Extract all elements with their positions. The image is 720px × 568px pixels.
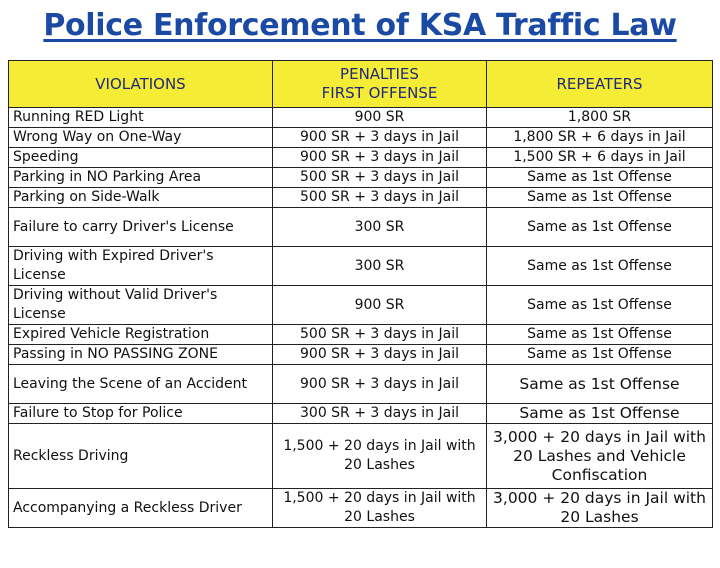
repeater-cell: Same as 1st Offense bbox=[486, 403, 713, 424]
table-row: Speeding 900 SR + 3 days in Jail 1,500 S… bbox=[8, 147, 713, 168]
penalty-cell: 500 SR + 3 days in Jail bbox=[272, 187, 487, 208]
repeater-cell: Same as 1st Offense bbox=[486, 344, 713, 365]
violation-cell: Parking in NO Parking Area bbox=[8, 167, 273, 188]
repeater-cell: 3,000 + 20 days in Jail with 20 Lashes a… bbox=[486, 423, 713, 489]
repeater-cell: Same as 1st Offense bbox=[486, 324, 713, 345]
violation-cell: Accompanying a Reckless Driver bbox=[8, 488, 273, 528]
penalty-cell: 900 SR + 3 days in Jail bbox=[272, 364, 487, 404]
penalty-cell: 1,500 + 20 days in Jail with 20 Lashes bbox=[272, 488, 487, 528]
table-row: Parking on Side-Walk 500 SR + 3 days in … bbox=[8, 187, 713, 208]
header-penalties-line2: FIRST OFFENSE bbox=[321, 84, 438, 102]
traffic-law-table: VIOLATIONS PENALTIES FIRST OFFENSE REPEA… bbox=[8, 60, 713, 528]
penalty-cell: 300 SR bbox=[272, 207, 487, 247]
violation-cell: Passing in NO PASSING ZONE bbox=[8, 344, 273, 365]
table-row: Wrong Way on One-Way 900 SR + 3 days in … bbox=[8, 127, 713, 148]
table-row: Parking in NO Parking Area 500 SR + 3 da… bbox=[8, 167, 713, 188]
repeater-cell: Same as 1st Offense bbox=[486, 364, 713, 404]
violation-cell: Driving without Valid Driver's License bbox=[8, 285, 273, 325]
violation-cell: Parking on Side-Walk bbox=[8, 187, 273, 208]
violation-cell: Speeding bbox=[8, 147, 273, 168]
table-header-row: VIOLATIONS PENALTIES FIRST OFFENSE REPEA… bbox=[8, 60, 713, 108]
penalty-cell: 900 SR bbox=[272, 285, 487, 325]
repeater-cell: 1,800 SR + 6 days in Jail bbox=[486, 127, 713, 148]
penalty-cell: 300 SR bbox=[272, 246, 487, 286]
table-row: Leaving the Scene of an Accident 900 SR … bbox=[8, 364, 713, 404]
repeater-cell: Same as 1st Offense bbox=[486, 207, 713, 247]
penalty-cell: 500 SR + 3 days in Jail bbox=[272, 324, 487, 345]
table-row: Running RED Light 900 SR 1,800 SR bbox=[8, 107, 713, 128]
header-violations: VIOLATIONS bbox=[8, 60, 273, 108]
violation-cell: Wrong Way on One-Way bbox=[8, 127, 273, 148]
penalty-cell: 500 SR + 3 days in Jail bbox=[272, 167, 487, 188]
penalty-cell: 900 SR + 3 days in Jail bbox=[272, 147, 487, 168]
repeater-cell: 1,800 SR bbox=[486, 107, 713, 128]
repeater-cell: 3,000 + 20 days in Jail with 20 Lashes bbox=[486, 488, 713, 528]
repeater-cell: Same as 1st Offense bbox=[486, 187, 713, 208]
header-penalties: PENALTIES FIRST OFFENSE bbox=[272, 60, 487, 108]
repeater-cell: Same as 1st Offense bbox=[486, 285, 713, 325]
penalty-cell: 900 SR bbox=[272, 107, 487, 128]
table-row: Driving with Expired Driver's License 30… bbox=[8, 246, 713, 286]
table-row: Reckless Driving 1,500 + 20 days in Jail… bbox=[8, 423, 713, 489]
penalty-cell: 900 SR + 3 days in Jail bbox=[272, 344, 487, 365]
violation-cell: Failure to Stop for Police bbox=[8, 403, 273, 424]
table-row: Expired Vehicle Registration 500 SR + 3 … bbox=[8, 324, 713, 345]
violation-cell: Driving with Expired Driver's License bbox=[8, 246, 273, 286]
penalty-cell: 1,500 + 20 days in Jail with 20 Lashes bbox=[272, 423, 487, 489]
table-row: Passing in NO PASSING ZONE 900 SR + 3 da… bbox=[8, 344, 713, 365]
table-row: Driving without Valid Driver's License 9… bbox=[8, 285, 713, 325]
penalty-cell: 900 SR + 3 days in Jail bbox=[272, 127, 487, 148]
header-penalties-line1: PENALTIES bbox=[340, 65, 419, 83]
header-repeaters: REPEATERS bbox=[486, 60, 713, 108]
table-row: Failure to carry Driver's License 300 SR… bbox=[8, 207, 713, 247]
violation-cell: Reckless Driving bbox=[8, 423, 273, 489]
violation-cell: Expired Vehicle Registration bbox=[8, 324, 273, 345]
violation-cell: Failure to carry Driver's License bbox=[8, 207, 273, 247]
penalty-cell: 300 SR + 3 days in Jail bbox=[272, 403, 487, 424]
repeater-cell: 1,500 SR + 6 days in Jail bbox=[486, 147, 713, 168]
page-title: Police Enforcement of KSA Traffic Law bbox=[43, 8, 677, 43]
repeater-cell: Same as 1st Offense bbox=[486, 167, 713, 188]
repeater-cell: Same as 1st Offense bbox=[486, 246, 713, 286]
table-row: Failure to Stop for Police 300 SR + 3 da… bbox=[8, 403, 713, 424]
violation-cell: Running RED Light bbox=[8, 107, 273, 128]
violation-cell: Leaving the Scene of an Accident bbox=[8, 364, 273, 404]
table-row: Accompanying a Reckless Driver 1,500 + 2… bbox=[8, 488, 713, 528]
